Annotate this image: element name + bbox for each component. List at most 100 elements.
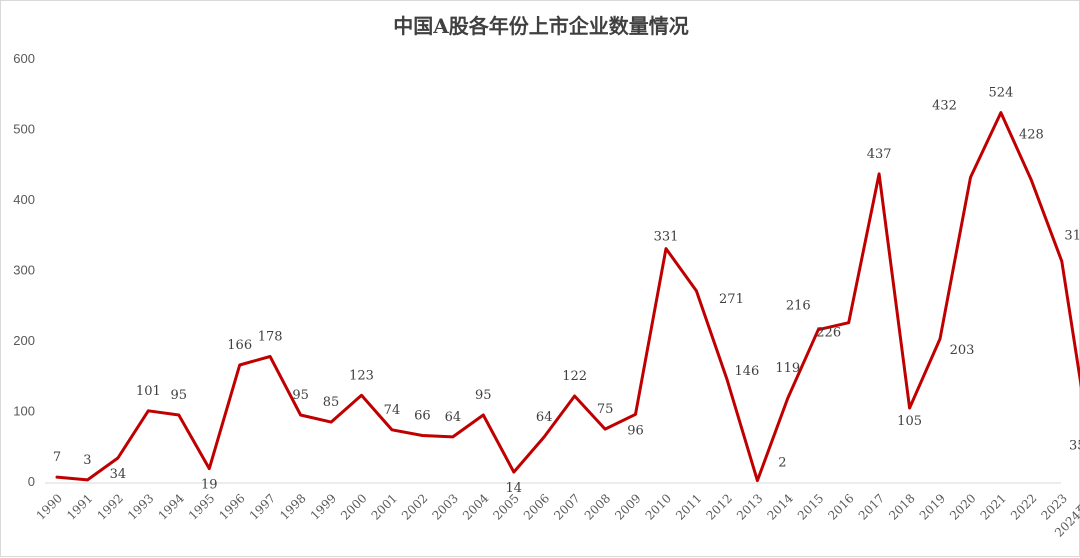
data-label: 122 bbox=[562, 369, 587, 384]
data-label: 3 bbox=[83, 453, 91, 468]
x-tick-label: 1994 bbox=[155, 491, 187, 523]
data-label: 216 bbox=[786, 299, 811, 314]
x-tick-label: 1990 bbox=[34, 491, 65, 522]
data-label: 34 bbox=[110, 467, 127, 482]
data-label: 226 bbox=[816, 326, 841, 341]
data-label: 95 bbox=[292, 388, 309, 403]
x-tick-label: 2002 bbox=[399, 491, 430, 522]
data-point bbox=[238, 363, 242, 367]
data-label: 166 bbox=[227, 338, 252, 353]
data-point bbox=[207, 467, 211, 471]
data-label: 74 bbox=[384, 403, 401, 418]
data-label: 146 bbox=[734, 364, 759, 379]
data-label: 35 bbox=[1069, 438, 1080, 453]
data-point bbox=[177, 413, 181, 417]
y-tick-label: 600 bbox=[13, 51, 35, 66]
data-label: 95 bbox=[171, 388, 188, 403]
data-label: 85 bbox=[323, 395, 340, 410]
x-tick-label: 2014 bbox=[764, 491, 796, 523]
data-label: 75 bbox=[597, 402, 614, 417]
data-point bbox=[85, 478, 89, 482]
x-tick-label: 1995 bbox=[186, 491, 217, 522]
y-tick-label: 0 bbox=[28, 474, 35, 489]
data-point bbox=[786, 396, 790, 400]
data-point bbox=[146, 409, 150, 413]
data-label: 271 bbox=[719, 292, 744, 307]
data-label: 428 bbox=[1019, 127, 1044, 142]
data-label: 64 bbox=[536, 410, 553, 425]
x-tick-label: 2020 bbox=[947, 491, 978, 522]
x-tick-label: 1992 bbox=[95, 491, 126, 522]
x-tick-label: 2001 bbox=[369, 491, 400, 522]
data-label: 14 bbox=[505, 481, 522, 496]
data-point bbox=[1060, 259, 1064, 263]
y-tick-label: 300 bbox=[13, 263, 35, 278]
data-label: 432 bbox=[932, 98, 957, 113]
data-point bbox=[694, 289, 698, 293]
y-tick-label: 200 bbox=[13, 333, 35, 348]
data-point bbox=[1029, 178, 1033, 182]
data-label: 203 bbox=[950, 343, 975, 358]
data-point bbox=[969, 175, 973, 179]
x-tick-label: 1997 bbox=[247, 491, 278, 522]
data-label: 101 bbox=[136, 384, 161, 399]
data-label: 96 bbox=[627, 423, 644, 438]
x-tick-label: 2021 bbox=[978, 491, 1009, 522]
x-tick-label: 2003 bbox=[429, 491, 460, 522]
x-tick-label: 2006 bbox=[521, 491, 552, 522]
data-point bbox=[847, 321, 851, 325]
data-point bbox=[390, 428, 394, 432]
data-label: 95 bbox=[475, 388, 492, 403]
data-point bbox=[999, 111, 1003, 115]
y-tick-label: 500 bbox=[13, 122, 35, 137]
x-tick-label: 1993 bbox=[125, 491, 156, 522]
data-point bbox=[573, 394, 577, 398]
series-layer bbox=[55, 111, 1080, 483]
data-label-layer: 7 3 34 101 95 19 166 178 95 85 123 74 66 64 95 14 64 122 7… bbox=[53, 86, 1080, 497]
data-point bbox=[451, 435, 455, 439]
data-point bbox=[268, 355, 272, 359]
data-label: 524 bbox=[989, 86, 1014, 101]
data-point bbox=[725, 377, 729, 381]
x-tick-label: 2010 bbox=[643, 491, 674, 522]
x-tick-label: 2017 bbox=[856, 491, 887, 522]
x-tick-label: 1991 bbox=[64, 491, 95, 522]
data-point bbox=[360, 393, 364, 397]
x-tick-label: 2007 bbox=[551, 491, 582, 522]
data-label: 437 bbox=[867, 147, 892, 162]
data-point bbox=[542, 435, 546, 439]
x-tick-label: 2011 bbox=[673, 491, 704, 522]
x-tick-label: 1998 bbox=[277, 491, 308, 522]
x-tick-label: 2008 bbox=[582, 491, 613, 522]
data-label: 123 bbox=[349, 368, 374, 383]
data-point bbox=[481, 413, 485, 417]
series-line bbox=[55, 111, 1080, 483]
x-tick-label: 2004 bbox=[460, 491, 492, 523]
data-point bbox=[299, 413, 303, 417]
data-label: 64 bbox=[445, 410, 462, 425]
data-label: 313 bbox=[1064, 228, 1080, 243]
data-point bbox=[329, 420, 333, 424]
data-point bbox=[420, 433, 424, 437]
data-point bbox=[512, 470, 516, 474]
x-tick-label: 2018 bbox=[886, 491, 917, 522]
x-tick-label: 2009 bbox=[612, 491, 643, 522]
y-axis: 0 100 200 300 400 500 600 bbox=[13, 51, 35, 489]
data-label: 331 bbox=[654, 230, 679, 245]
data-label: 119 bbox=[775, 361, 800, 376]
x-tick-label: 2016 bbox=[825, 491, 856, 522]
x-tick-label: 1996 bbox=[216, 491, 247, 522]
y-tick-label: 100 bbox=[13, 404, 35, 419]
data-label: 66 bbox=[414, 408, 431, 423]
data-point bbox=[938, 337, 942, 341]
data-point bbox=[116, 456, 120, 460]
y-tick-label: 400 bbox=[13, 192, 35, 207]
x-tick-label: 1999 bbox=[308, 491, 339, 522]
data-point bbox=[634, 412, 638, 416]
data-point bbox=[664, 247, 668, 251]
data-point bbox=[603, 427, 607, 431]
data-point bbox=[908, 406, 912, 410]
x-axis: 1990199119921993199419951996199719981999… bbox=[34, 482, 1080, 540]
x-tick-label: 2000 bbox=[338, 491, 369, 522]
